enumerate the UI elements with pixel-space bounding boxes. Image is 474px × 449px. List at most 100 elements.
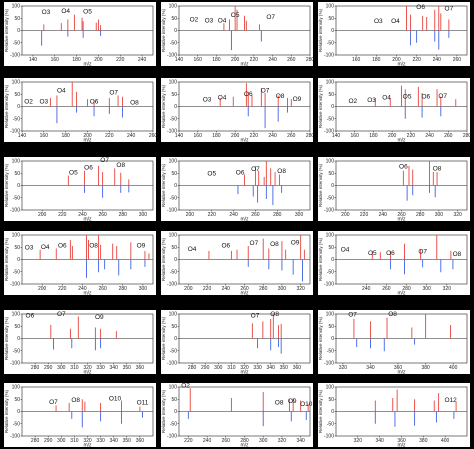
x-tick-label: 360 bbox=[293, 365, 302, 371]
x-tick-label: 200 bbox=[231, 133, 240, 139]
peak-label: O8 bbox=[116, 162, 125, 169]
peak-label: O6 bbox=[416, 4, 425, 11]
peak-label: O7 bbox=[251, 313, 260, 320]
y-tick-label: 0 bbox=[17, 183, 20, 189]
y-tick-label: 0 bbox=[174, 257, 177, 263]
x-tick-label: 220 bbox=[184, 438, 193, 444]
x-tick-label: 280 bbox=[119, 212, 128, 218]
peak-label: O5 bbox=[368, 250, 377, 257]
x-axis-label: m/z bbox=[240, 216, 249, 221]
peak-label: O4 bbox=[218, 95, 227, 102]
x-tick-label: 220 bbox=[208, 212, 217, 218]
x-tick-label: 260 bbox=[287, 57, 296, 63]
spectrum-panel-3: 100 50 0 -50 -100 160 180 200 220 240 260 Relative … bbox=[318, 2, 470, 66]
y-tick-label: 100 bbox=[326, 385, 335, 391]
x-tick-label: 350 bbox=[123, 365, 132, 371]
y-tick-label: 50 bbox=[171, 92, 177, 98]
x-tick-label: 220 bbox=[116, 57, 125, 63]
peak-label: O8 bbox=[388, 311, 397, 318]
x-axis-label: m/z bbox=[240, 369, 249, 374]
x-tick-label: 220 bbox=[203, 286, 212, 292]
spectrum-plot: 100 50 0 -50 -100 200 220 240 260 280 300 320 Relati… bbox=[318, 159, 468, 221]
peak-label: O7 bbox=[100, 157, 109, 164]
x-tick-label: 310 bbox=[227, 365, 236, 371]
y-tick-label: -50 bbox=[13, 269, 20, 275]
y-tick-label: -50 bbox=[170, 421, 177, 427]
x-tick-label: 350 bbox=[280, 365, 289, 371]
peak-label: O4 bbox=[61, 8, 70, 15]
peak-label: O8 bbox=[453, 251, 462, 258]
y-tick-label: 50 bbox=[328, 324, 334, 330]
spectrum-plot: 100 50 0 -50 -100 280 290 300 310 320 330 340 350 360… bbox=[161, 311, 311, 374]
x-tick-label: 260 bbox=[149, 133, 156, 139]
y-axis-label: Relative intensity (%) bbox=[318, 163, 323, 207]
x-tick-label: 240 bbox=[268, 133, 277, 139]
y-tick-label: 50 bbox=[171, 171, 177, 177]
x-tick-label: 280 bbox=[463, 133, 470, 139]
peak-label: O12 bbox=[444, 397, 457, 404]
spectrum-panel-4: 100 50 0 -50 -100 140 160 180 200 220 240 260 Relati… bbox=[4, 78, 156, 142]
x-tick-label: 380 bbox=[421, 365, 430, 371]
peak-label: O9 bbox=[95, 314, 104, 321]
peak-label: O4 bbox=[218, 18, 227, 25]
x-tick-label: 200 bbox=[388, 133, 397, 139]
x-tick-label: 200 bbox=[392, 57, 401, 63]
y-tick-label: -50 bbox=[170, 195, 177, 201]
x-tick-label: 310 bbox=[70, 365, 79, 371]
x-tick-label: 200 bbox=[94, 57, 103, 63]
y-tick-label: 100 bbox=[326, 312, 335, 318]
peak-label: O9 bbox=[293, 96, 302, 103]
x-tick-label: 240 bbox=[268, 57, 277, 63]
y-tick-label: -100 bbox=[167, 129, 177, 135]
x-tick-label: 240 bbox=[127, 133, 136, 139]
peak-label: O11 bbox=[137, 400, 149, 407]
y-axis-label: Relative intensity (%) bbox=[161, 389, 166, 433]
x-tick-label: 280 bbox=[119, 286, 128, 292]
y-tick-label: 100 bbox=[169, 4, 178, 10]
x-tick-label: 280 bbox=[306, 57, 313, 63]
y-axis-label: Relative intensity (%) bbox=[4, 316, 9, 360]
y-tick-label: 100 bbox=[169, 233, 178, 239]
x-tick-label: 300 bbox=[259, 438, 268, 444]
spectrum-plot: 100 50 0 -50 -100 280 290 300 310 320 330 340 350 360… bbox=[4, 385, 154, 447]
x-axis-label: m/z bbox=[397, 61, 406, 66]
x-tick-label: 260 bbox=[98, 286, 107, 292]
x-tick-label: 220 bbox=[250, 133, 259, 139]
spectrum-panel-2: 100 50 0 -50 -100 140 160 180 200 220 240 260 280 Rel… bbox=[161, 2, 313, 66]
y-tick-label: 50 bbox=[171, 245, 177, 251]
y-tick-label: 0 bbox=[331, 104, 334, 110]
y-tick-label: 50 bbox=[328, 245, 334, 251]
peak-label: O6 bbox=[244, 91, 253, 98]
y-tick-label: -100 bbox=[324, 434, 334, 440]
x-tick-label: 350 bbox=[123, 438, 132, 444]
y-tick-label: 50 bbox=[171, 16, 177, 22]
y-tick-label: 100 bbox=[169, 80, 178, 86]
peak-label: O6 bbox=[84, 165, 93, 172]
peak-label: O2 bbox=[24, 99, 33, 106]
x-tick-label: 200 bbox=[38, 286, 47, 292]
x-tick-label: 280 bbox=[402, 286, 411, 292]
y-tick-label: 0 bbox=[331, 183, 334, 189]
y-tick-label: 0 bbox=[174, 409, 177, 415]
x-tick-label: 320 bbox=[240, 365, 249, 371]
y-tick-label: -50 bbox=[13, 40, 20, 46]
x-tick-label: 290 bbox=[44, 438, 53, 444]
spectrum-panel-16: 100 50 0 -50 -100 280 290 300 310 320 330 340 350 360… bbox=[4, 383, 156, 447]
peak-label: O8 bbox=[276, 93, 285, 100]
spectrum-plot: 100 50 0 -50 -100 160 180 200 220 240 260 Relative … bbox=[318, 4, 468, 66]
x-axis-label: m/z bbox=[83, 290, 92, 295]
peak-label: O5 bbox=[83, 8, 92, 15]
y-tick-label: -50 bbox=[327, 269, 334, 275]
y-tick-label: 100 bbox=[12, 233, 21, 239]
x-tick-label: 240 bbox=[78, 212, 87, 218]
y-axis-label: Relative intensity (%) bbox=[318, 389, 323, 433]
y-axis-label: Relative intensity (%) bbox=[161, 237, 166, 281]
x-tick-label: 200 bbox=[231, 57, 240, 63]
x-tick-label: 220 bbox=[58, 286, 67, 292]
y-tick-label: 100 bbox=[326, 4, 335, 10]
x-tick-label: 260 bbox=[382, 286, 391, 292]
x-tick-label: 280 bbox=[259, 286, 268, 292]
x-tick-label: 280 bbox=[416, 212, 425, 218]
y-tick-label: -100 bbox=[10, 361, 20, 367]
